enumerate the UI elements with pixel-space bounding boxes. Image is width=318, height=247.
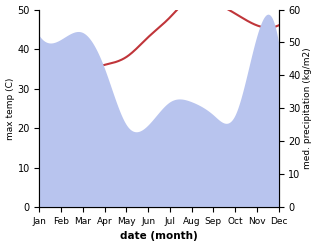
Y-axis label: max temp (C): max temp (C)	[5, 77, 15, 140]
Y-axis label: med. precipitation (kg/m2): med. precipitation (kg/m2)	[303, 48, 313, 169]
X-axis label: date (month): date (month)	[120, 231, 198, 242]
